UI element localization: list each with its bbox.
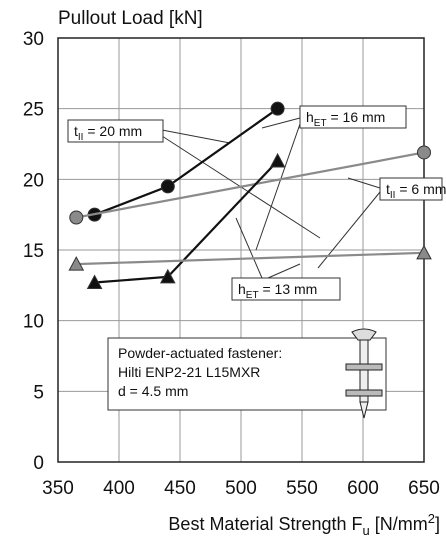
marker: [69, 210, 84, 225]
x-axis-label-main: Best Material Strength F: [168, 514, 362, 534]
marker: [68, 256, 85, 271]
leader-line: [255, 123, 301, 251]
y-tick-label: 0: [33, 453, 44, 474]
x-axis-label-sup: 2: [428, 511, 435, 526]
y-tick-label: 10: [23, 312, 44, 333]
x-axis-label-sub: u: [363, 523, 370, 538]
marker: [416, 244, 432, 260]
marker: [270, 101, 285, 116]
leader-line: [267, 263, 301, 279]
marker: [417, 145, 431, 160]
leader-line: [161, 129, 231, 144]
fastener-head: [351, 328, 377, 341]
fastener-icon: [345, 328, 383, 419]
annotation-sub: II: [390, 190, 396, 201]
x-tick-label: 350: [42, 478, 74, 499]
x-tick-label: 600: [347, 478, 379, 499]
x-tick-label: 650: [408, 478, 440, 499]
annotation-sub: ET: [246, 290, 259, 301]
annotation-main: t: [386, 181, 390, 197]
annotation-rest: = 13 mm: [259, 281, 318, 297]
annotation: tII = 6 mm: [386, 181, 446, 201]
annotation-box: [379, 177, 443, 201]
annotation-rest: = 20 mm: [83, 123, 142, 139]
note-text: d = 4.5 mm: [118, 383, 188, 399]
leader-line: [261, 117, 301, 129]
annotation: tII = 20 mm: [74, 123, 142, 143]
series-line: [76, 251, 425, 266]
y-tick-label: 25: [23, 100, 44, 121]
annotation-sub: ET: [314, 118, 327, 129]
x-axis-label-unit: [N/mm: [370, 514, 428, 534]
annotation-sub: II: [78, 132, 84, 143]
annotation-main: h: [238, 281, 246, 297]
marker: [86, 274, 103, 290]
leader-line: [347, 177, 381, 189]
annotation: hET = 16 mm: [306, 109, 385, 129]
annotation-box: [67, 119, 164, 143]
fastener-washer: [345, 363, 383, 371]
x-tick-label: 500: [225, 478, 257, 499]
x-tick-label: 400: [103, 478, 135, 499]
marker: [160, 179, 175, 194]
annotation-rest: = 6 mm: [395, 181, 446, 197]
y-tick-label: 20: [23, 170, 44, 191]
annotation: hET = 13 mm: [238, 281, 317, 301]
y-tick-label: 5: [33, 382, 44, 403]
annotation-main: t: [74, 123, 78, 139]
x-axis-label-end: ]: [435, 514, 440, 534]
annotation-box: [231, 277, 341, 301]
marker: [159, 268, 176, 284]
annotation-box: [299, 105, 407, 129]
annotation-main: h: [306, 109, 314, 125]
leader-line: [235, 217, 263, 279]
note-box: [107, 337, 387, 411]
note-text: Hilti ENP2-21 L15MXR: [118, 364, 260, 380]
marker: [269, 152, 286, 168]
x-axis-label: Best Material Strength Fu [N/mm2]: [168, 511, 440, 538]
fastener-tip: [359, 401, 369, 419]
y-tick-label: 15: [23, 241, 44, 262]
x-tick-label: 450: [164, 478, 196, 499]
y-axis-label: Pullout Load [kN]: [58, 8, 203, 29]
note-text: Powder-actuated fastener:: [118, 345, 282, 361]
series-line: [76, 151, 425, 219]
x-tick-label: 550: [286, 478, 318, 499]
fastener-washer: [345, 389, 383, 397]
y-tick-label: 30: [23, 29, 44, 50]
annotation-rest: = 16 mm: [327, 109, 386, 125]
